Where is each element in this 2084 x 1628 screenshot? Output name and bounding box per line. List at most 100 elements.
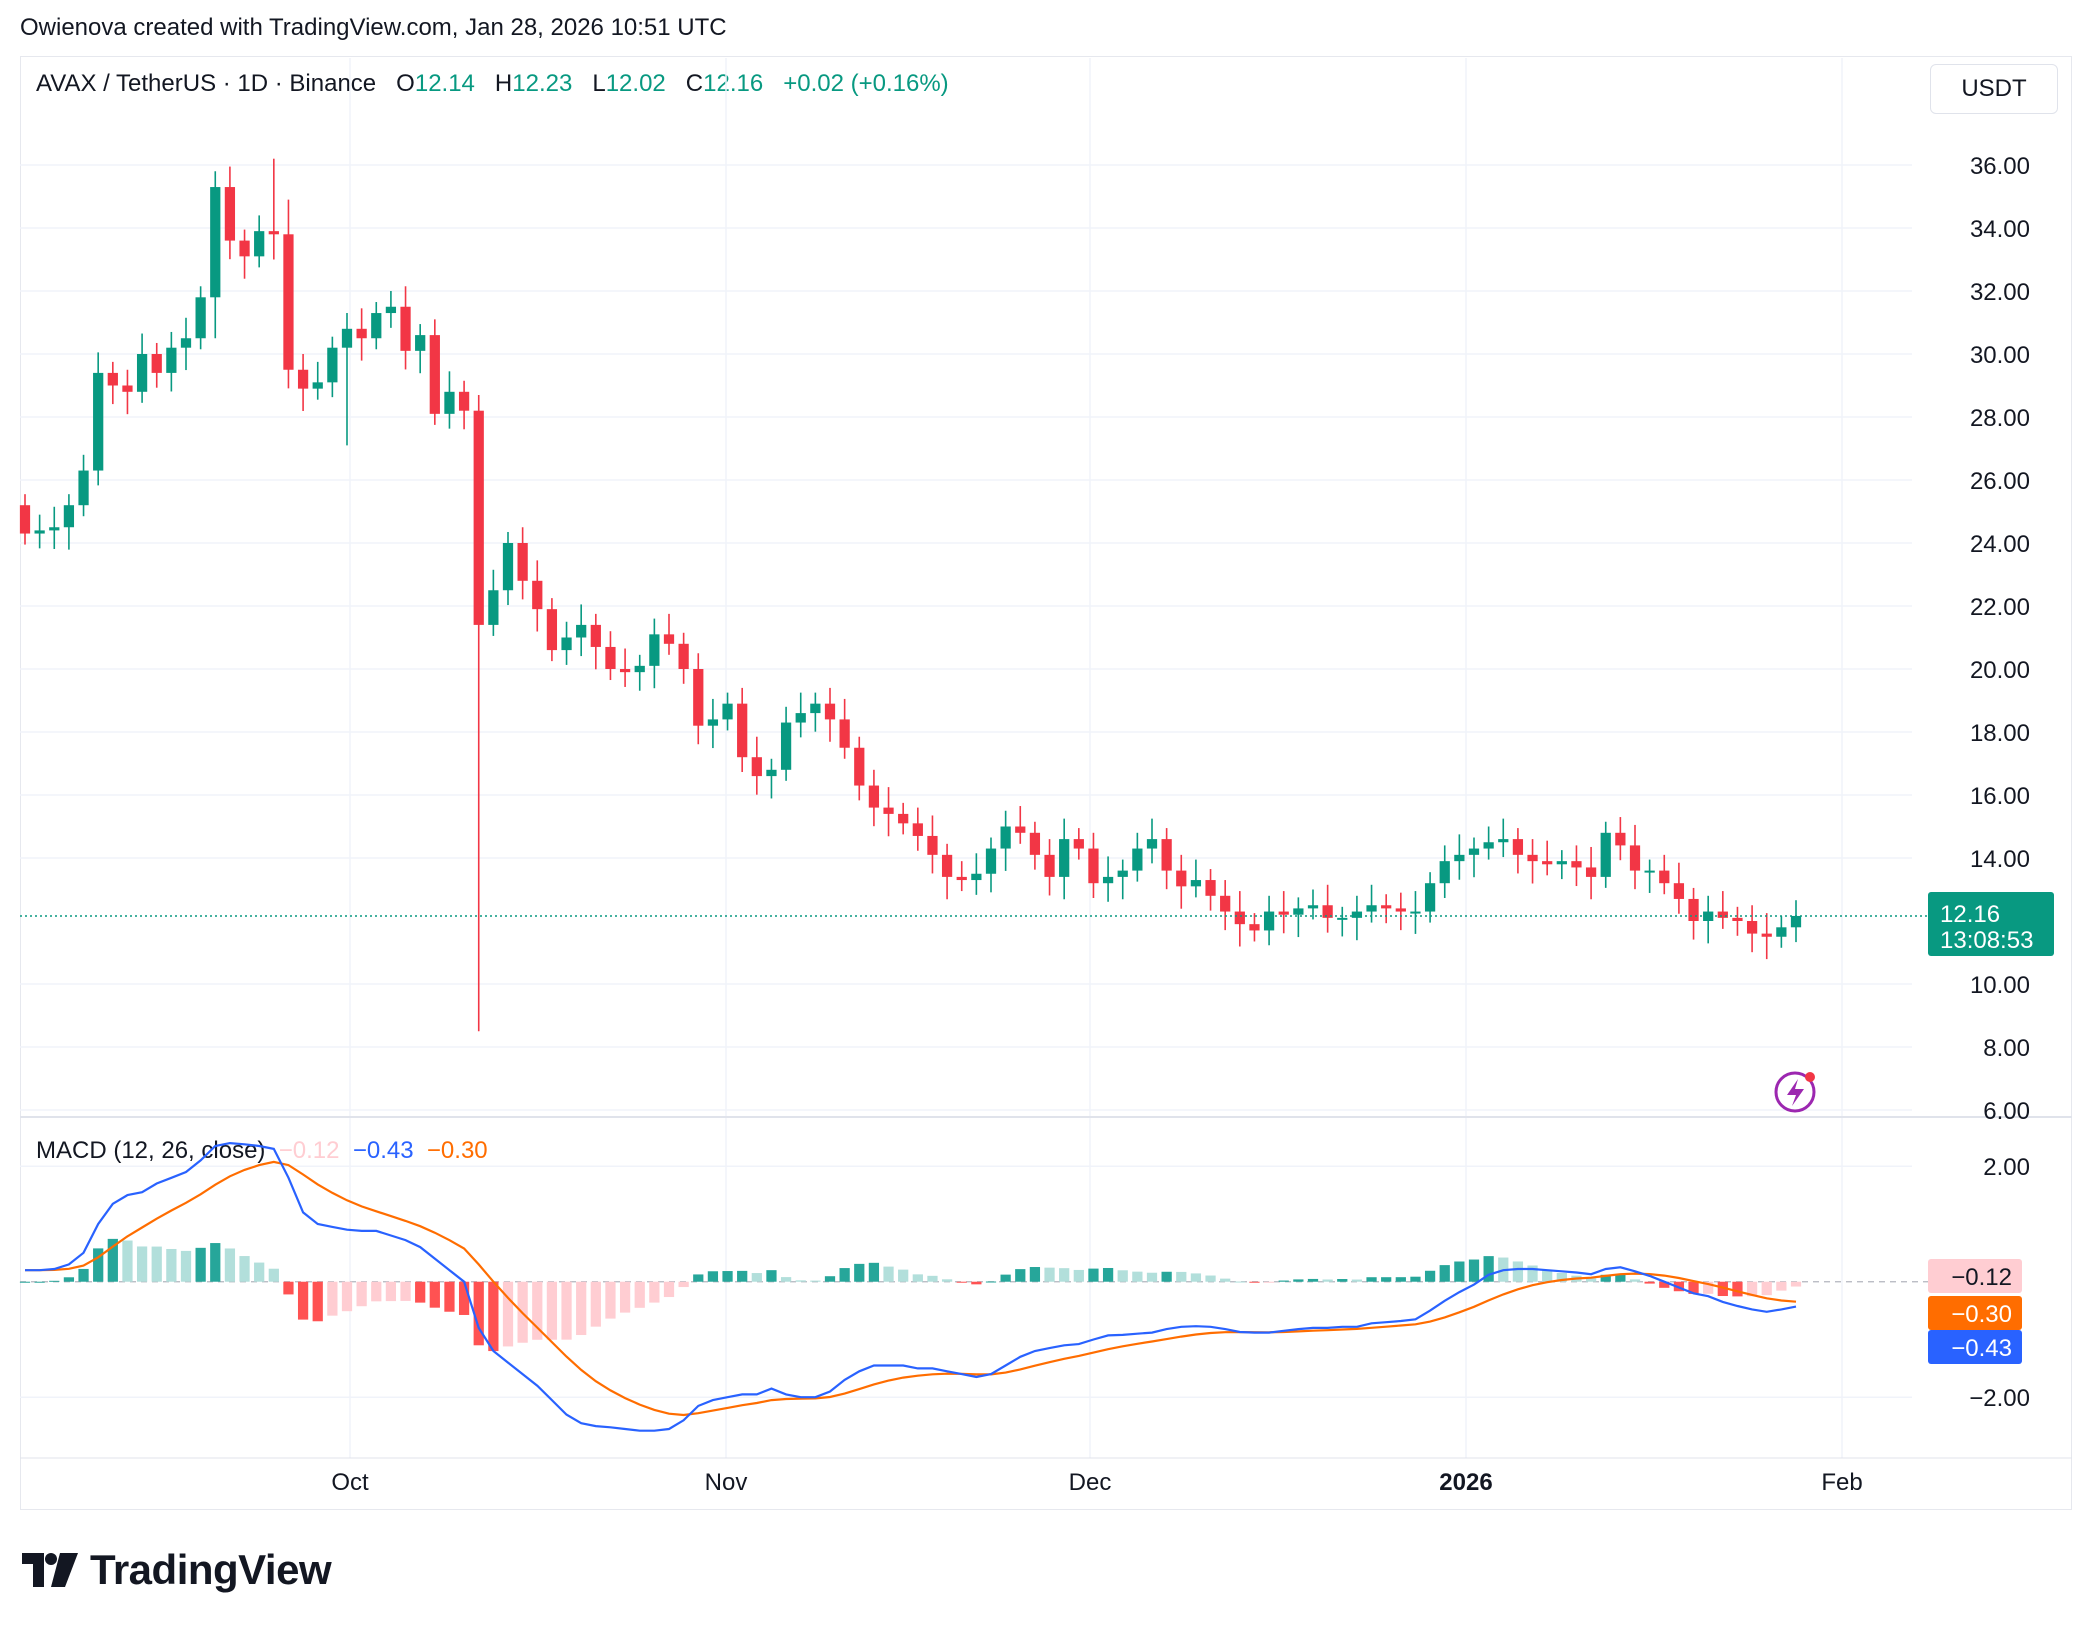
candle-body[interactable]	[839, 719, 850, 748]
candle-body[interactable]	[1659, 870, 1670, 884]
candle-body[interactable]	[1293, 908, 1304, 915]
candle-body[interactable]	[1205, 880, 1216, 896]
candle-body[interactable]	[1161, 839, 1172, 871]
candle-body[interactable]	[1044, 854, 1055, 877]
candle-body[interactable]	[883, 807, 894, 814]
candle-body[interactable]	[1073, 839, 1084, 849]
candle-body[interactable]	[136, 354, 148, 392]
candle-body[interactable]	[546, 609, 558, 651]
candle-body[interactable]	[49, 527, 60, 531]
candle-body[interactable]	[605, 646, 616, 669]
candle-body[interactable]	[166, 347, 177, 373]
candle-body[interactable]	[458, 391, 470, 411]
candle-body[interactable]	[224, 187, 236, 241]
candle-body[interactable]	[898, 813, 909, 824]
candle-body[interactable]	[1542, 861, 1553, 865]
candle-body[interactable]	[180, 338, 192, 348]
candle-body[interactable]	[385, 306, 397, 314]
candle-body[interactable]	[1571, 861, 1582, 868]
candle-body[interactable]	[576, 624, 587, 638]
candle-body[interactable]	[1176, 870, 1187, 887]
candle-body[interactable]	[854, 747, 865, 786]
candle-body[interactable]	[63, 505, 75, 528]
candle-body[interactable]	[824, 703, 836, 720]
candle-body[interactable]	[1117, 870, 1128, 877]
candle-body[interactable]	[1322, 905, 1333, 918]
candle-body[interactable]	[590, 624, 601, 647]
candle-body[interactable]	[751, 757, 762, 777]
lightning-alert-icon[interactable]	[1774, 1071, 1816, 1113]
candle-body[interactable]	[444, 391, 455, 414]
candle-body[interactable]	[1015, 826, 1026, 833]
candle-body[interactable]	[400, 306, 411, 351]
candle-body[interactable]	[1410, 911, 1421, 914]
candle-body[interactable]	[1307, 905, 1319, 909]
candle-body[interactable]	[1527, 854, 1538, 862]
candle-body[interactable]	[1102, 876, 1114, 884]
candle-body[interactable]	[1615, 832, 1626, 846]
candle-body[interactable]	[1776, 927, 1787, 937]
candle-body[interactable]	[488, 590, 499, 625]
candle-body[interactable]	[1190, 880, 1202, 887]
candle-body[interactable]	[634, 665, 645, 673]
candle-body[interactable]	[1688, 898, 1699, 921]
candle-body[interactable]	[1717, 911, 1728, 918]
candle-body[interactable]	[268, 231, 279, 235]
candle-body[interactable]	[78, 470, 89, 506]
candle-body[interactable]	[195, 297, 206, 339]
candle-body[interactable]	[663, 634, 675, 644]
candle-body[interactable]	[810, 703, 821, 714]
candle-body[interactable]	[1468, 848, 1480, 855]
candle-body[interactable]	[122, 385, 133, 392]
candle-body[interactable]	[927, 835, 938, 855]
candle-body[interactable]	[1263, 911, 1275, 931]
candle-body[interactable]	[429, 335, 440, 414]
candle-body[interactable]	[722, 703, 733, 720]
candle-body[interactable]	[1366, 905, 1377, 912]
candle-body[interactable]	[1644, 870, 1655, 873]
candle-body[interactable]	[1761, 933, 1772, 937]
candle-body[interactable]	[151, 354, 162, 373]
candle-body[interactable]	[1673, 883, 1685, 899]
candle-body[interactable]	[1439, 861, 1450, 884]
candle-body[interactable]	[107, 372, 118, 386]
candle-body[interactable]	[517, 543, 528, 581]
candle-body[interactable]	[1234, 911, 1245, 925]
candle-body[interactable]	[737, 703, 748, 758]
candle-body[interactable]	[678, 643, 689, 669]
macd-indicator-name[interactable]: MACD (12, 26, close)	[36, 1137, 266, 1164]
candle-body[interactable]	[1703, 911, 1714, 921]
candle-body[interactable]	[1249, 924, 1260, 931]
candle-body[interactable]	[1483, 842, 1494, 849]
symbol-name[interactable]: AVAX / TetherUS · 1D · Binance	[36, 70, 377, 97]
candle-body[interactable]	[415, 335, 426, 351]
candle-body[interactable]	[1220, 895, 1231, 912]
candle-body[interactable]	[941, 854, 953, 877]
candle-body[interactable]	[1732, 917, 1743, 921]
candle-body[interactable]	[868, 785, 880, 808]
candle-body[interactable]	[341, 328, 353, 348]
candle-body[interactable]	[1132, 848, 1143, 871]
candle-body[interactable]	[1059, 839, 1070, 877]
candle-body[interactable]	[371, 313, 382, 339]
candle-body[interactable]	[93, 372, 104, 471]
candle-body[interactable]	[1790, 915, 1802, 928]
candle-body[interactable]	[312, 382, 323, 389]
candle-body[interactable]	[1146, 839, 1158, 849]
candle-body[interactable]	[1424, 883, 1436, 912]
candle-body[interactable]	[1278, 911, 1289, 915]
candle-body[interactable]	[780, 722, 792, 770]
candle-body[interactable]	[1600, 832, 1611, 877]
candle-body[interactable]	[985, 848, 997, 874]
candle-body[interactable]	[19, 505, 31, 534]
candle-body[interactable]	[34, 530, 45, 534]
candle-body[interactable]	[619, 669, 631, 673]
last-price-badge[interactable]	[1928, 891, 2054, 956]
candle-body[interactable]	[1395, 908, 1406, 912]
candle-body[interactable]	[1585, 867, 1597, 877]
candle-body[interactable]	[532, 580, 543, 610]
candle-body[interactable]	[561, 637, 572, 651]
candle-body[interactable]	[1381, 905, 1392, 909]
candle-body[interactable]	[356, 328, 367, 339]
